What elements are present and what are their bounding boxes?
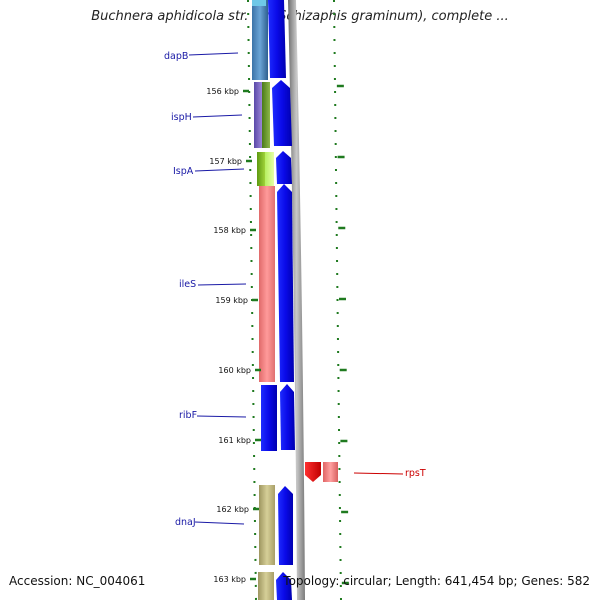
- gene-label-IspA-text[interactable]: IspA: [173, 166, 194, 177]
- kbp-tick-label: 159 kbp: [215, 296, 248, 305]
- gene-ispH-cog-b[interactable]: [262, 82, 270, 148]
- leader-line-rpsT: [353, 472, 404, 475]
- kbp-tick-label: 157 kbp: [209, 157, 242, 166]
- cds-forward-arrow-5[interactable]: [280, 384, 295, 450]
- cds-forward-arrow-4[interactable]: [277, 184, 294, 382]
- cds-forward-arrow-6[interactable]: [278, 486, 293, 565]
- kbp-tick-label: 163 kbp: [213, 575, 246, 584]
- gene-label-rpsT[interactable]: rpsT: [353, 468, 426, 479]
- gene-IspA-cog-a[interactable]: [257, 152, 265, 186]
- cds-forward-arrow-2[interactable]: [272, 80, 292, 146]
- gene-ribF-cog[interactable]: [261, 385, 277, 451]
- gene-label-ileS[interactable]: ileS: [179, 279, 247, 290]
- leader-line-ribF: [196, 415, 247, 418]
- leader-line-ileS: [197, 283, 247, 286]
- gene-rpsT-cog[interactable]: [323, 462, 338, 482]
- kbp-tick-layer: 156 kbp 157 kbp 158 kbp 159 kbp 160 kbp 161 k…: [206, 84, 349, 585]
- accession-label: Accession: NC_004061: [9, 574, 146, 588]
- gene-dapB-cog[interactable]: [252, 0, 268, 80]
- gene-dnaJ-cog[interactable]: [259, 485, 275, 565]
- cds-forward-arrow-7[interactable]: [276, 572, 292, 600]
- gene-label-dapB[interactable]: dapB: [164, 51, 239, 62]
- gene-IspA-cog-b[interactable]: [265, 152, 274, 186]
- genome-summary-label: Topology: circular; Length: 641,454 bp; …: [283, 574, 590, 588]
- cds-forward-arrow-3[interactable]: [276, 151, 292, 184]
- kbp-tick-label: 156 kbp: [206, 87, 239, 96]
- map-title: Buchnera aphidicola str. Sg (Schizaphis …: [91, 9, 509, 24]
- gene-prev-cog[interactable]: [252, 0, 266, 6]
- gene-label-ribF-text[interactable]: ribF: [179, 410, 197, 421]
- gene-ispH-cog-a[interactable]: [254, 82, 262, 148]
- leader-line-ispH: [192, 114, 243, 118]
- leader-line-IspA: [194, 168, 245, 172]
- gene-label-dapB-text[interactable]: dapB: [164, 51, 188, 62]
- gene-label-dnaJ-text[interactable]: dnaJ: [175, 517, 196, 528]
- cds-forward-arrow-1[interactable]: [268, 0, 286, 78]
- gene-label-IspA[interactable]: IspA: [173, 166, 245, 177]
- kbp-tick-label: 158 kbp: [213, 226, 246, 235]
- kbp-tick-label: 161 kbp: [218, 436, 251, 445]
- kbp-tick-label: 160 kbp: [218, 366, 251, 375]
- leader-line-dnaJ: [194, 521, 245, 525]
- backbone-ring: [288, 0, 305, 600]
- gene-label-ileS-text[interactable]: ileS: [179, 279, 196, 290]
- gene-label-ispH-text[interactable]: ispH: [171, 112, 192, 123]
- gene-label-ribF[interactable]: ribF: [179, 410, 247, 421]
- gene-label-dnaJ[interactable]: dnaJ: [175, 517, 245, 528]
- gene-next-cog[interactable]: [258, 572, 274, 600]
- kbp-tick-label: 162 kbp: [216, 505, 249, 514]
- gc-track-dots: [333, 0, 342, 600]
- gene-ileS-cog[interactable]: [259, 186, 275, 382]
- gene-label-rpsT-text[interactable]: rpsT: [405, 468, 426, 479]
- leader-line-dapB: [188, 52, 239, 56]
- cds-reverse-rpsT[interactable]: [305, 462, 321, 482]
- gene-label-ispH[interactable]: ispH: [171, 112, 243, 123]
